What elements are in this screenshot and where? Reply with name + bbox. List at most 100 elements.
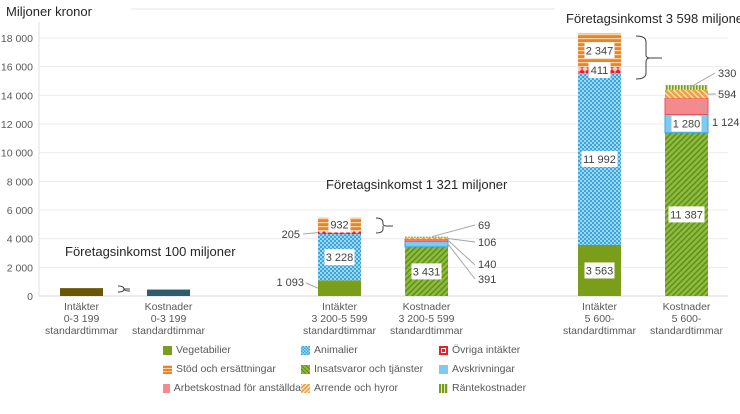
legend-item: Räntekostnader bbox=[439, 382, 563, 394]
data-label: 11 992 bbox=[581, 150, 618, 167]
annotation-income-group2: Företagsinkomst 1 321 miljoner bbox=[326, 177, 508, 192]
legend-swatch-icon bbox=[163, 345, 172, 355]
x-tick-label: Kostnader bbox=[145, 301, 193, 313]
data-label: 3 563 bbox=[584, 262, 615, 279]
leader-line bbox=[447, 237, 476, 243]
leader-line bbox=[447, 243, 476, 280]
data-label: 330 bbox=[718, 68, 736, 80]
x-tick-label: standardtimmar bbox=[563, 325, 636, 337]
legend-label: Arrende och hyror bbox=[314, 382, 399, 394]
svg-text:205: 205 bbox=[282, 229, 300, 241]
data-label: 411 bbox=[588, 62, 611, 79]
bar-segment bbox=[665, 89, 708, 99]
y-tick-label: 6 000 bbox=[7, 205, 33, 217]
bar-segment bbox=[318, 231, 361, 235]
x-tick-label: standardtimmar bbox=[132, 325, 205, 337]
bracket-icon bbox=[375, 217, 393, 234]
x-tick-label: standardtimmar bbox=[45, 325, 118, 337]
bar-segment bbox=[405, 236, 448, 238]
y-tick-label: 16 000 bbox=[1, 62, 33, 74]
data-label: 205 bbox=[282, 229, 300, 241]
y-tick-label: 4 000 bbox=[7, 234, 33, 246]
legend-label: Arbetskostnad för anställda bbox=[173, 382, 301, 394]
svg-text:1 093: 1 093 bbox=[276, 277, 304, 289]
x-tick-label: standardtimmar bbox=[650, 325, 723, 337]
legend-item: Animalier bbox=[301, 344, 439, 356]
x-tick-label: 5 600- bbox=[672, 313, 702, 325]
legend-item: Vegetabilier bbox=[163, 344, 301, 356]
svg-text:411: 411 bbox=[591, 65, 609, 77]
leader-line bbox=[305, 282, 319, 289]
data-label: 391 bbox=[478, 274, 496, 286]
y-tick-label: 10 000 bbox=[1, 148, 33, 160]
legend: Vegetabilier Animalier Övriga intäkter Stöd… bbox=[163, 344, 563, 394]
svg-text:3 228: 3 228 bbox=[326, 252, 354, 264]
data-label: 594 bbox=[718, 89, 736, 101]
bar-segment bbox=[60, 288, 103, 296]
legend-label: Vegetabilier bbox=[176, 344, 231, 356]
legend-swatch-icon bbox=[439, 345, 448, 355]
legend-swatch-icon bbox=[439, 364, 448, 374]
data-label: 932 bbox=[328, 216, 351, 233]
svg-text:69: 69 bbox=[478, 220, 490, 232]
legend-label: Insatsvaror och tjänster bbox=[314, 363, 424, 375]
data-label: 11 387 bbox=[668, 206, 705, 223]
annotation-income-group1: Företagsinkomst 100 miljoner bbox=[65, 244, 236, 259]
legend-swatch-icon bbox=[301, 364, 310, 374]
y-tick-label: 0 bbox=[27, 291, 33, 303]
bar-segment bbox=[147, 289, 190, 296]
svg-text:140: 140 bbox=[478, 259, 496, 271]
bar-segment bbox=[404, 238, 449, 242]
y-tick-label: 12 000 bbox=[1, 119, 33, 131]
x-tick-label: 0-3 199 bbox=[64, 313, 100, 325]
x-tick-label: 3 200-5 599 bbox=[398, 313, 454, 325]
bracket-icon bbox=[635, 35, 662, 80]
legend-item: Arbetskostnad för anställda bbox=[163, 382, 301, 394]
svg-text:391: 391 bbox=[478, 274, 496, 286]
y-axis-title: Miljoner kronor bbox=[6, 4, 93, 19]
x-tick-label: Kostnader bbox=[403, 301, 451, 313]
svg-text:106: 106 bbox=[478, 237, 496, 249]
legend-item: Övriga intäkter bbox=[439, 344, 563, 356]
y-tick-label: 2 000 bbox=[7, 262, 33, 274]
svg-text:11 387: 11 387 bbox=[670, 209, 703, 221]
svg-text:932: 932 bbox=[330, 219, 348, 231]
x-tick-label: 5 600- bbox=[585, 313, 615, 325]
legend-label: Animalier bbox=[314, 344, 358, 356]
legend-swatch-icon bbox=[301, 345, 310, 355]
svg-text:2 347: 2 347 bbox=[586, 45, 614, 57]
svg-text:330: 330 bbox=[718, 68, 736, 80]
svg-text:594: 594 bbox=[718, 89, 736, 101]
y-tick-label: 8 000 bbox=[7, 176, 33, 188]
data-label: 106 bbox=[478, 237, 496, 249]
data-label: 140 bbox=[478, 259, 496, 271]
bracket-icon bbox=[117, 285, 131, 293]
data-label: 1 093 bbox=[276, 277, 304, 289]
legend-swatch-icon bbox=[163, 383, 170, 393]
legend-item: Arrende och hyror bbox=[301, 382, 439, 394]
data-label: 3 228 bbox=[324, 249, 355, 266]
x-tick-label: 0-3 199 bbox=[151, 313, 187, 325]
bar-segment bbox=[665, 85, 708, 90]
legend-swatch-icon bbox=[439, 383, 448, 393]
legend-label: Räntekostnader bbox=[452, 382, 527, 394]
legend-swatch-icon bbox=[301, 383, 310, 393]
svg-text:3 563: 3 563 bbox=[586, 265, 614, 277]
legend-item: Avskrivningar bbox=[439, 363, 563, 375]
x-tick-label: 3 200-5 599 bbox=[311, 313, 367, 325]
bar-segment bbox=[405, 237, 448, 240]
annotation-income-group3: Företagsinkomst 3 598 miljoner bbox=[566, 11, 740, 26]
svg-text:1 124: 1 124 bbox=[712, 117, 740, 129]
svg-text:3 431: 3 431 bbox=[413, 266, 441, 278]
data-label: 2 347 bbox=[584, 42, 615, 59]
legend-label: Avskrivningar bbox=[452, 363, 515, 375]
x-tick-label: Intäkter bbox=[582, 301, 618, 313]
legend-item: Stöd och ersättningar bbox=[163, 363, 301, 375]
y-tick-label: 18 000 bbox=[1, 33, 33, 45]
data-label: 3 431 bbox=[411, 263, 442, 280]
leader-line bbox=[699, 103, 709, 115]
legend-label: Övriga intäkter bbox=[452, 344, 521, 356]
y-tick-label: 14 000 bbox=[1, 90, 33, 102]
legend-item: Insatsvaror och tjänster bbox=[301, 363, 439, 375]
